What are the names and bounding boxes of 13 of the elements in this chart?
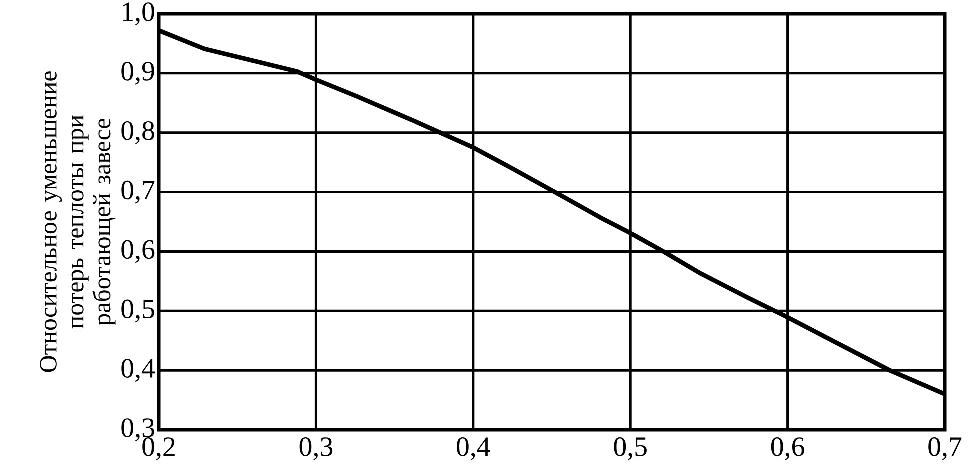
y-tick-label: 0,8 [122,121,154,144]
y-tick-label: 0,9 [122,62,154,85]
y-axis-title: Относительное уменьшение потерь теплоты при работающей завесе [40,72,116,372]
x-tick-label: 0,5 [614,438,647,460]
x-tick-label: 0,7 [928,438,962,460]
y-tick-label: 1,0 [123,2,154,26]
y-tick-label: 0,4 [122,359,156,382]
x-tick-label: 0,6 [771,438,804,460]
y-tick-label: 0,7 [122,180,155,204]
x-tick-label: 0,3 [300,438,333,460]
y-tick-label: 0,5 [122,300,154,323]
y-tick-label: 0,6 [122,240,155,264]
x-tick-label: 0,4 [457,438,490,460]
